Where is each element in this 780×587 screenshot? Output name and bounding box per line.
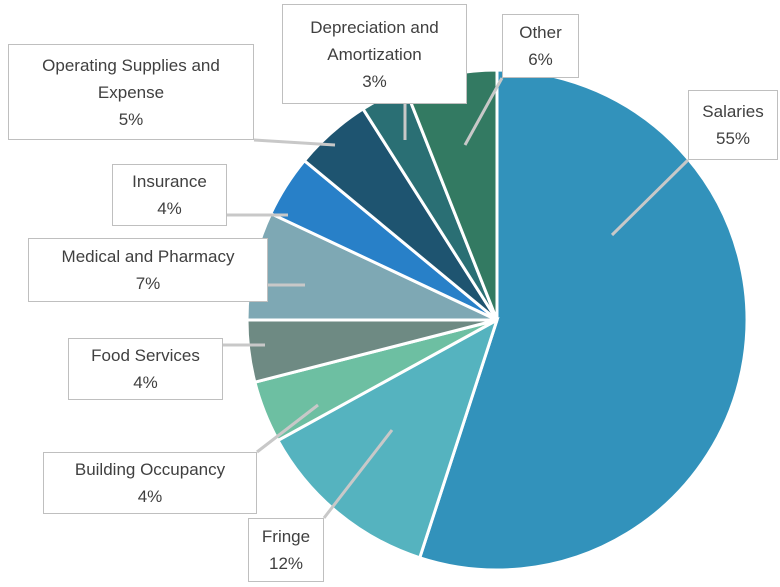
value-label: 3% (362, 71, 387, 91)
value-label: 7% (135, 274, 161, 293)
data-label: Salaries 55% (688, 90, 778, 160)
data-label: Insurance 4% (112, 164, 227, 226)
leader-line (610, 158, 690, 237)
category-label: Insurance (132, 172, 207, 191)
value-label: 6% (528, 50, 553, 69)
category-label: Food Services (91, 346, 200, 365)
data-label: Depreciation and Amortization 3% (282, 4, 467, 104)
value-label: 5% (118, 109, 144, 129)
leader-line (253, 138, 336, 147)
category-label: Operating Supplies and Expense (42, 55, 220, 102)
category-label: Building Occupancy (74, 460, 226, 479)
category-label: Medical and Pharmacy (61, 247, 235, 266)
leader-line (322, 429, 394, 519)
value-label: 4% (137, 487, 163, 506)
category-label: Fringe (261, 527, 311, 546)
value-label: 4% (133, 373, 158, 392)
data-label: Food Services 4% (68, 338, 223, 400)
leader-line (463, 77, 504, 146)
data-label: Operating Supplies and Expense 5% (8, 44, 254, 140)
data-label: Medical and Pharmacy 7% (28, 238, 268, 302)
data-label: Building Occupancy 4% (43, 452, 257, 514)
pie-slice (417, 68, 749, 572)
value-label: 4% (157, 199, 182, 218)
data-label: Fringe 12% (248, 518, 324, 582)
category-label: Salaries (702, 102, 764, 121)
data-label: Other 6% (502, 14, 579, 78)
pie-slice (275, 316, 500, 560)
value-label: 55% (715, 129, 751, 148)
value-label: 12% (268, 554, 304, 573)
category-label: Other (519, 23, 562, 42)
leader-line (256, 403, 319, 454)
category-label: Depreciation and Amortization (310, 17, 439, 64)
